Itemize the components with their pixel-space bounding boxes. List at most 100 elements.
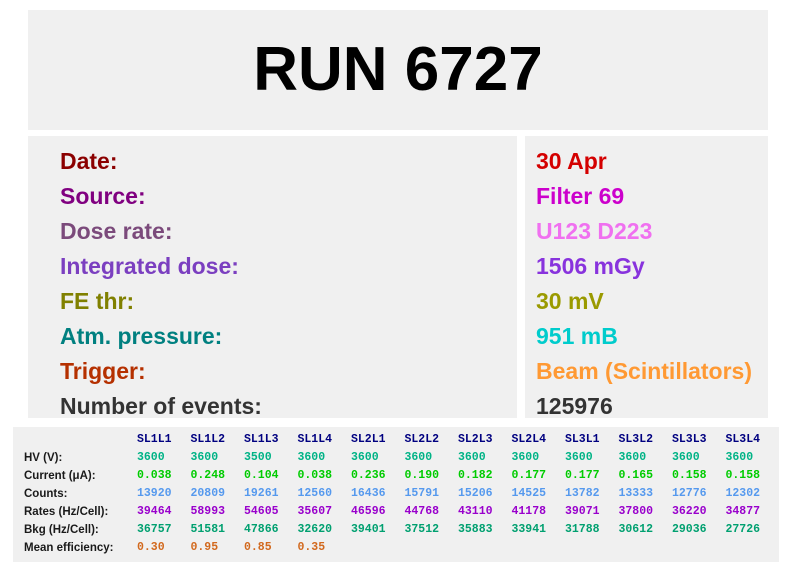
table-cell: 15791 bbox=[404, 487, 440, 500]
table-cell bbox=[619, 539, 673, 557]
table-cell: 3600 bbox=[137, 451, 165, 464]
table-cell: 54605 bbox=[244, 505, 279, 518]
table-cell: 37512 bbox=[404, 523, 440, 536]
table-header: SL1L1 SL1L2 SL1L3 SL1L4 SL2L1 SL2L2 SL2L3 SL2L4… bbox=[13, 431, 779, 449]
info-value-number-of-events: 125976 bbox=[536, 393, 613, 419]
table-row: Mean efficiency: 0.30 0.95 0.85 0.35 bbox=[13, 539, 779, 557]
table-col-header-sl2l4: SL2L4 bbox=[511, 433, 547, 446]
table-cell: 15206 bbox=[458, 487, 493, 500]
table-row-label-rates-hz-cell: Rates (Hz/Cell): bbox=[24, 506, 109, 518]
table-cell: 39464 bbox=[137, 505, 172, 518]
table-cell: 3500 bbox=[244, 451, 272, 464]
table-cell: 27726 bbox=[725, 523, 761, 536]
table-row-label-bkg-hz-cell: Bkg (Hz/Cell): bbox=[24, 524, 99, 536]
table-cell: 30612 bbox=[618, 523, 654, 536]
table-cell bbox=[351, 539, 405, 557]
table-cell: 37800 bbox=[618, 505, 654, 518]
table-cell bbox=[405, 539, 459, 557]
table-cell: 43110 bbox=[458, 505, 493, 518]
table-cell: 12560 bbox=[297, 487, 333, 500]
table-col-header-sl3l3: SL3L3 bbox=[672, 433, 707, 446]
table-cell bbox=[458, 539, 512, 557]
table-col-header-sl1l1: SL1L1 bbox=[137, 433, 172, 446]
table-corner-cell bbox=[13, 431, 137, 449]
table-cell: 44768 bbox=[404, 505, 440, 518]
table-cell: 12776 bbox=[672, 487, 707, 500]
table-cell: 3600 bbox=[511, 451, 540, 464]
table-cell: 3600 bbox=[458, 451, 486, 464]
table-cell: 0.177 bbox=[511, 469, 547, 482]
table-cell: 39401 bbox=[351, 523, 386, 536]
table-cell: 14525 bbox=[511, 487, 547, 500]
table-cell: 0.038 bbox=[297, 469, 333, 482]
channel-data-panel: SL1L1 SL1L2 SL1L3 SL1L4 SL2L1 SL2L2 SL2L3 SL2L4… bbox=[13, 427, 779, 562]
table-body: HV (V): 3600 3600 3500 3600 3600 3600 3600 3600 3… bbox=[13, 449, 779, 557]
table-col-header-sl2l1: SL2L1 bbox=[351, 433, 386, 446]
table-col-header-sl2l3: SL2L3 bbox=[458, 433, 493, 446]
table-cell: 13782 bbox=[565, 487, 600, 500]
table-col-header-sl1l2: SL1L2 bbox=[190, 433, 226, 446]
table-row-label-counts: Counts: bbox=[24, 488, 68, 500]
table-cell: 58993 bbox=[190, 505, 226, 518]
table-row-label-current-a: Current (μA): bbox=[24, 470, 96, 482]
table-cell: 0.236 bbox=[351, 469, 386, 482]
table-cell: 35883 bbox=[458, 523, 493, 536]
table-cell: 13333 bbox=[618, 487, 654, 500]
table-cell: 0.104 bbox=[244, 469, 279, 482]
info-label-dose-rate: Dose rate: bbox=[60, 218, 173, 244]
table-cell: 3600 bbox=[351, 451, 379, 464]
table-col-header-sl1l3: SL1L3 bbox=[244, 433, 279, 446]
table-cell: 0.190 bbox=[404, 469, 440, 482]
table-cell: 36220 bbox=[672, 505, 707, 518]
info-label-source: Source: bbox=[60, 183, 146, 209]
info-value-integrated-dose: 1506 mGy bbox=[536, 253, 645, 279]
table-row: Bkg (Hz/Cell): 36757 51581 47866 32620 39401 3… bbox=[13, 521, 779, 539]
info-value-atm-pressure: 951 mB bbox=[536, 323, 618, 349]
table-cell: 0.165 bbox=[618, 469, 654, 482]
table-cell: 0.158 bbox=[725, 469, 761, 482]
table-cell: 12302 bbox=[725, 487, 761, 500]
table-cell: 33941 bbox=[511, 523, 547, 536]
info-labels-panel: Date: Source: Dose rate: Integrated dose: FE… bbox=[28, 136, 517, 419]
title-panel: RUN 6727 bbox=[28, 10, 768, 130]
table-cell: 29036 bbox=[672, 523, 707, 536]
table-cell: 0.95 bbox=[190, 541, 219, 554]
info-label-atm-pressure: Atm. pressure: bbox=[60, 323, 223, 349]
table-col-header-sl1l4: SL1L4 bbox=[297, 433, 333, 446]
table-cell: 13920 bbox=[137, 487, 172, 500]
table-cell: 19261 bbox=[244, 487, 279, 500]
info-value-source: Filter 69 bbox=[536, 183, 625, 209]
table-cell: 0.177 bbox=[565, 469, 600, 482]
table-cell: 0.30 bbox=[137, 541, 165, 554]
table-col-header-sl3l1: SL3L1 bbox=[565, 433, 600, 446]
table-cell bbox=[726, 539, 780, 557]
table-cell: 47866 bbox=[244, 523, 279, 536]
table-cell: 0.85 bbox=[244, 541, 272, 554]
table-cell: 3600 bbox=[190, 451, 219, 464]
table-cell: 51581 bbox=[190, 523, 226, 536]
table-cell: 3600 bbox=[725, 451, 754, 464]
table-cell: 39071 bbox=[565, 505, 600, 518]
table-row: Rates (Hz/Cell): 39464 58993 54605 35607 4659… bbox=[13, 503, 779, 521]
table-cell: 34877 bbox=[725, 505, 761, 518]
table-cell bbox=[565, 539, 619, 557]
table-cell: 31788 bbox=[565, 523, 600, 536]
table-cell: 0.248 bbox=[190, 469, 226, 482]
info-value-date: 30 Apr bbox=[536, 148, 607, 174]
table-cell: 32620 bbox=[297, 523, 333, 536]
table-cell: 20809 bbox=[190, 487, 226, 500]
table-cell: 41178 bbox=[511, 505, 547, 518]
table-row-label-mean-efficiency: Mean efficiency: bbox=[24, 542, 114, 554]
table-cell: 16436 bbox=[351, 487, 386, 500]
table-col-header-sl2l2: SL2L2 bbox=[404, 433, 440, 446]
table-row: Counts: 13920 20809 19261 12560 16436 15791 152… bbox=[13, 485, 779, 503]
table-cell: 3600 bbox=[404, 451, 433, 464]
info-label-trigger: Trigger: bbox=[60, 358, 146, 384]
table-cell: 0.182 bbox=[458, 469, 493, 482]
table-col-header-sl3l4: SL3L4 bbox=[725, 433, 761, 446]
table-cell: 36757 bbox=[137, 523, 172, 536]
info-label-integrated-dose: Integrated dose: bbox=[60, 253, 239, 279]
table-cell: 3600 bbox=[297, 451, 326, 464]
info-label-date: Date: bbox=[60, 148, 118, 174]
